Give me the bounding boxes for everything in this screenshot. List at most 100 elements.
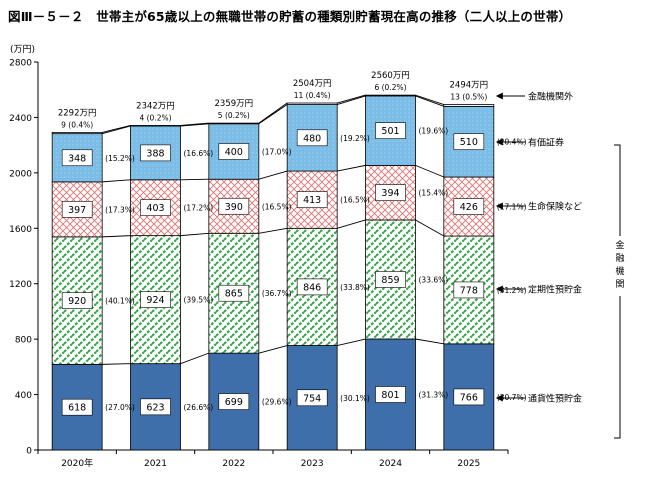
outside-value-label: 11 (0.4%) [294,91,331,100]
bar-value-label: 699 [225,397,243,408]
bar-value-label-box [218,197,250,215]
bar-value-label-box [453,388,485,406]
bar-value-label-box [218,143,250,160]
share-label: (16.5%) [340,196,370,205]
x-category-label: 2023 [301,459,324,469]
y-axis-unit-label: (万円) [10,44,35,55]
bar-value-label: 394 [381,188,399,199]
share-label: (15.2%) [105,154,135,163]
share-label: (17.0%) [262,148,292,157]
bar-value-label-box [296,278,328,296]
bar-value-label-box [453,133,485,150]
legend-label: 金融機関外 [528,91,573,103]
series-connector-line [415,338,444,345]
bar-value-label: 413 [303,195,321,206]
share-label: (30.1%) [340,394,370,403]
bracket-label: 金融機関 [615,239,624,290]
series-connector-line [180,232,209,237]
bar-value-label-box [61,292,93,309]
bar-value-label: 501 [381,126,399,137]
y-tick-label: 2800 [9,59,32,69]
total-label: 2292万円 [58,108,97,118]
series-connector-line [337,338,366,346]
share-label: (27.0%) [105,403,135,412]
bar-value-label: 403 [146,203,164,214]
series-connector-line [180,123,209,127]
series-connector-line [337,95,366,105]
share-label: (33.8%) [340,283,370,292]
legend-arrow-head [495,138,503,146]
legend-arrow-head [495,92,503,100]
bar-value-label: 400 [225,147,243,158]
total-label: 2359万円 [215,99,254,109]
share-label: (31.3%) [419,391,449,400]
series-connector-line [337,164,366,172]
bar-value-label: 801 [381,390,399,401]
bar-value-label: 390 [225,202,243,213]
series-connector-line [337,219,366,229]
bar-value-label: 480 [303,133,321,144]
series-connector-line [102,125,131,133]
bracket-label-char: 機 [615,265,624,277]
bar-value-label: 397 [68,205,86,216]
series-connector-line [415,219,445,237]
bar-value-label-box [296,129,328,147]
outside-value-label: 6 (0.2%) [374,83,406,92]
bracket-label-bg [612,236,628,296]
outside-value-label: 9 (0.4%) [61,120,93,129]
legend-label: 生命保険など [528,201,582,213]
bar-value-label: 623 [146,402,164,413]
bracket-label-char: 融 [615,253,624,264]
bar-value-label-box [375,184,406,201]
series-connector-line [180,178,209,181]
bar-value-label: 920 [68,296,86,307]
y-tick-label: 1600 [9,225,32,235]
bar-value-label: 348 [68,153,86,164]
outside-value-label: 4 (0.2%) [139,113,171,122]
bar-value-label: 388 [146,148,164,159]
y-tick-label: 2000 [9,169,32,179]
series-connector-line [258,345,288,354]
y-tick-label: 2400 [9,114,32,124]
bar-value-label: 778 [460,285,478,296]
bar-value-label-box [296,191,328,208]
bar-value-label-box [140,398,171,416]
series-connector-line [337,94,366,104]
legend-arrow-head [495,285,503,293]
bar-value-label-box [140,144,171,162]
bar-value-label-box [61,398,93,416]
bar-value-label-box [61,149,93,167]
bar-value-label-box [218,284,250,302]
outside-value-label: 5 (0.2%) [218,111,250,120]
legend-label: 有価証券 [528,137,564,149]
bar-value-label-box [61,201,93,218]
share-label: (40.1%) [105,297,135,306]
x-category-label: 2021 [144,459,167,469]
y-tick-label: 800 [15,336,32,346]
share-label: (16.5%) [262,202,292,211]
bar-value-label: 859 [381,275,399,286]
bar-value-label: 618 [68,403,86,414]
figure-title: 図Ⅲ－５－２ 世帯主が65歳以上の無職世帯の貯蓄の種類別貯蓄現在高の推移（二人以… [8,9,572,24]
x-category-label: 2025 [457,459,480,469]
share-label: (15.4%) [419,189,449,198]
bar-value-label-box [453,198,485,215]
series-connector-line [258,170,288,180]
series-connector-line [102,363,131,365]
total-label: 2504万円 [293,79,332,89]
bracket-label-char: 金 [615,239,624,251]
y-tick-label: 400 [15,391,32,401]
series-connector-line [102,235,131,238]
series-connector-line [415,95,444,107]
series-connector-line [180,352,209,365]
bar-value-label-box [140,291,171,308]
legend-label: 定期性預貯金 [528,284,582,296]
series-connector-line [415,164,445,178]
bar-value-label-box [296,389,328,407]
bar-value-label: 510 [460,137,478,148]
x-category-label: 2024 [379,459,402,469]
y-tick-label: 0 [26,447,32,457]
share-label: (33.6%) [419,275,449,284]
bar-value-label: 426 [460,202,478,213]
bar-value-label-box [453,281,485,299]
